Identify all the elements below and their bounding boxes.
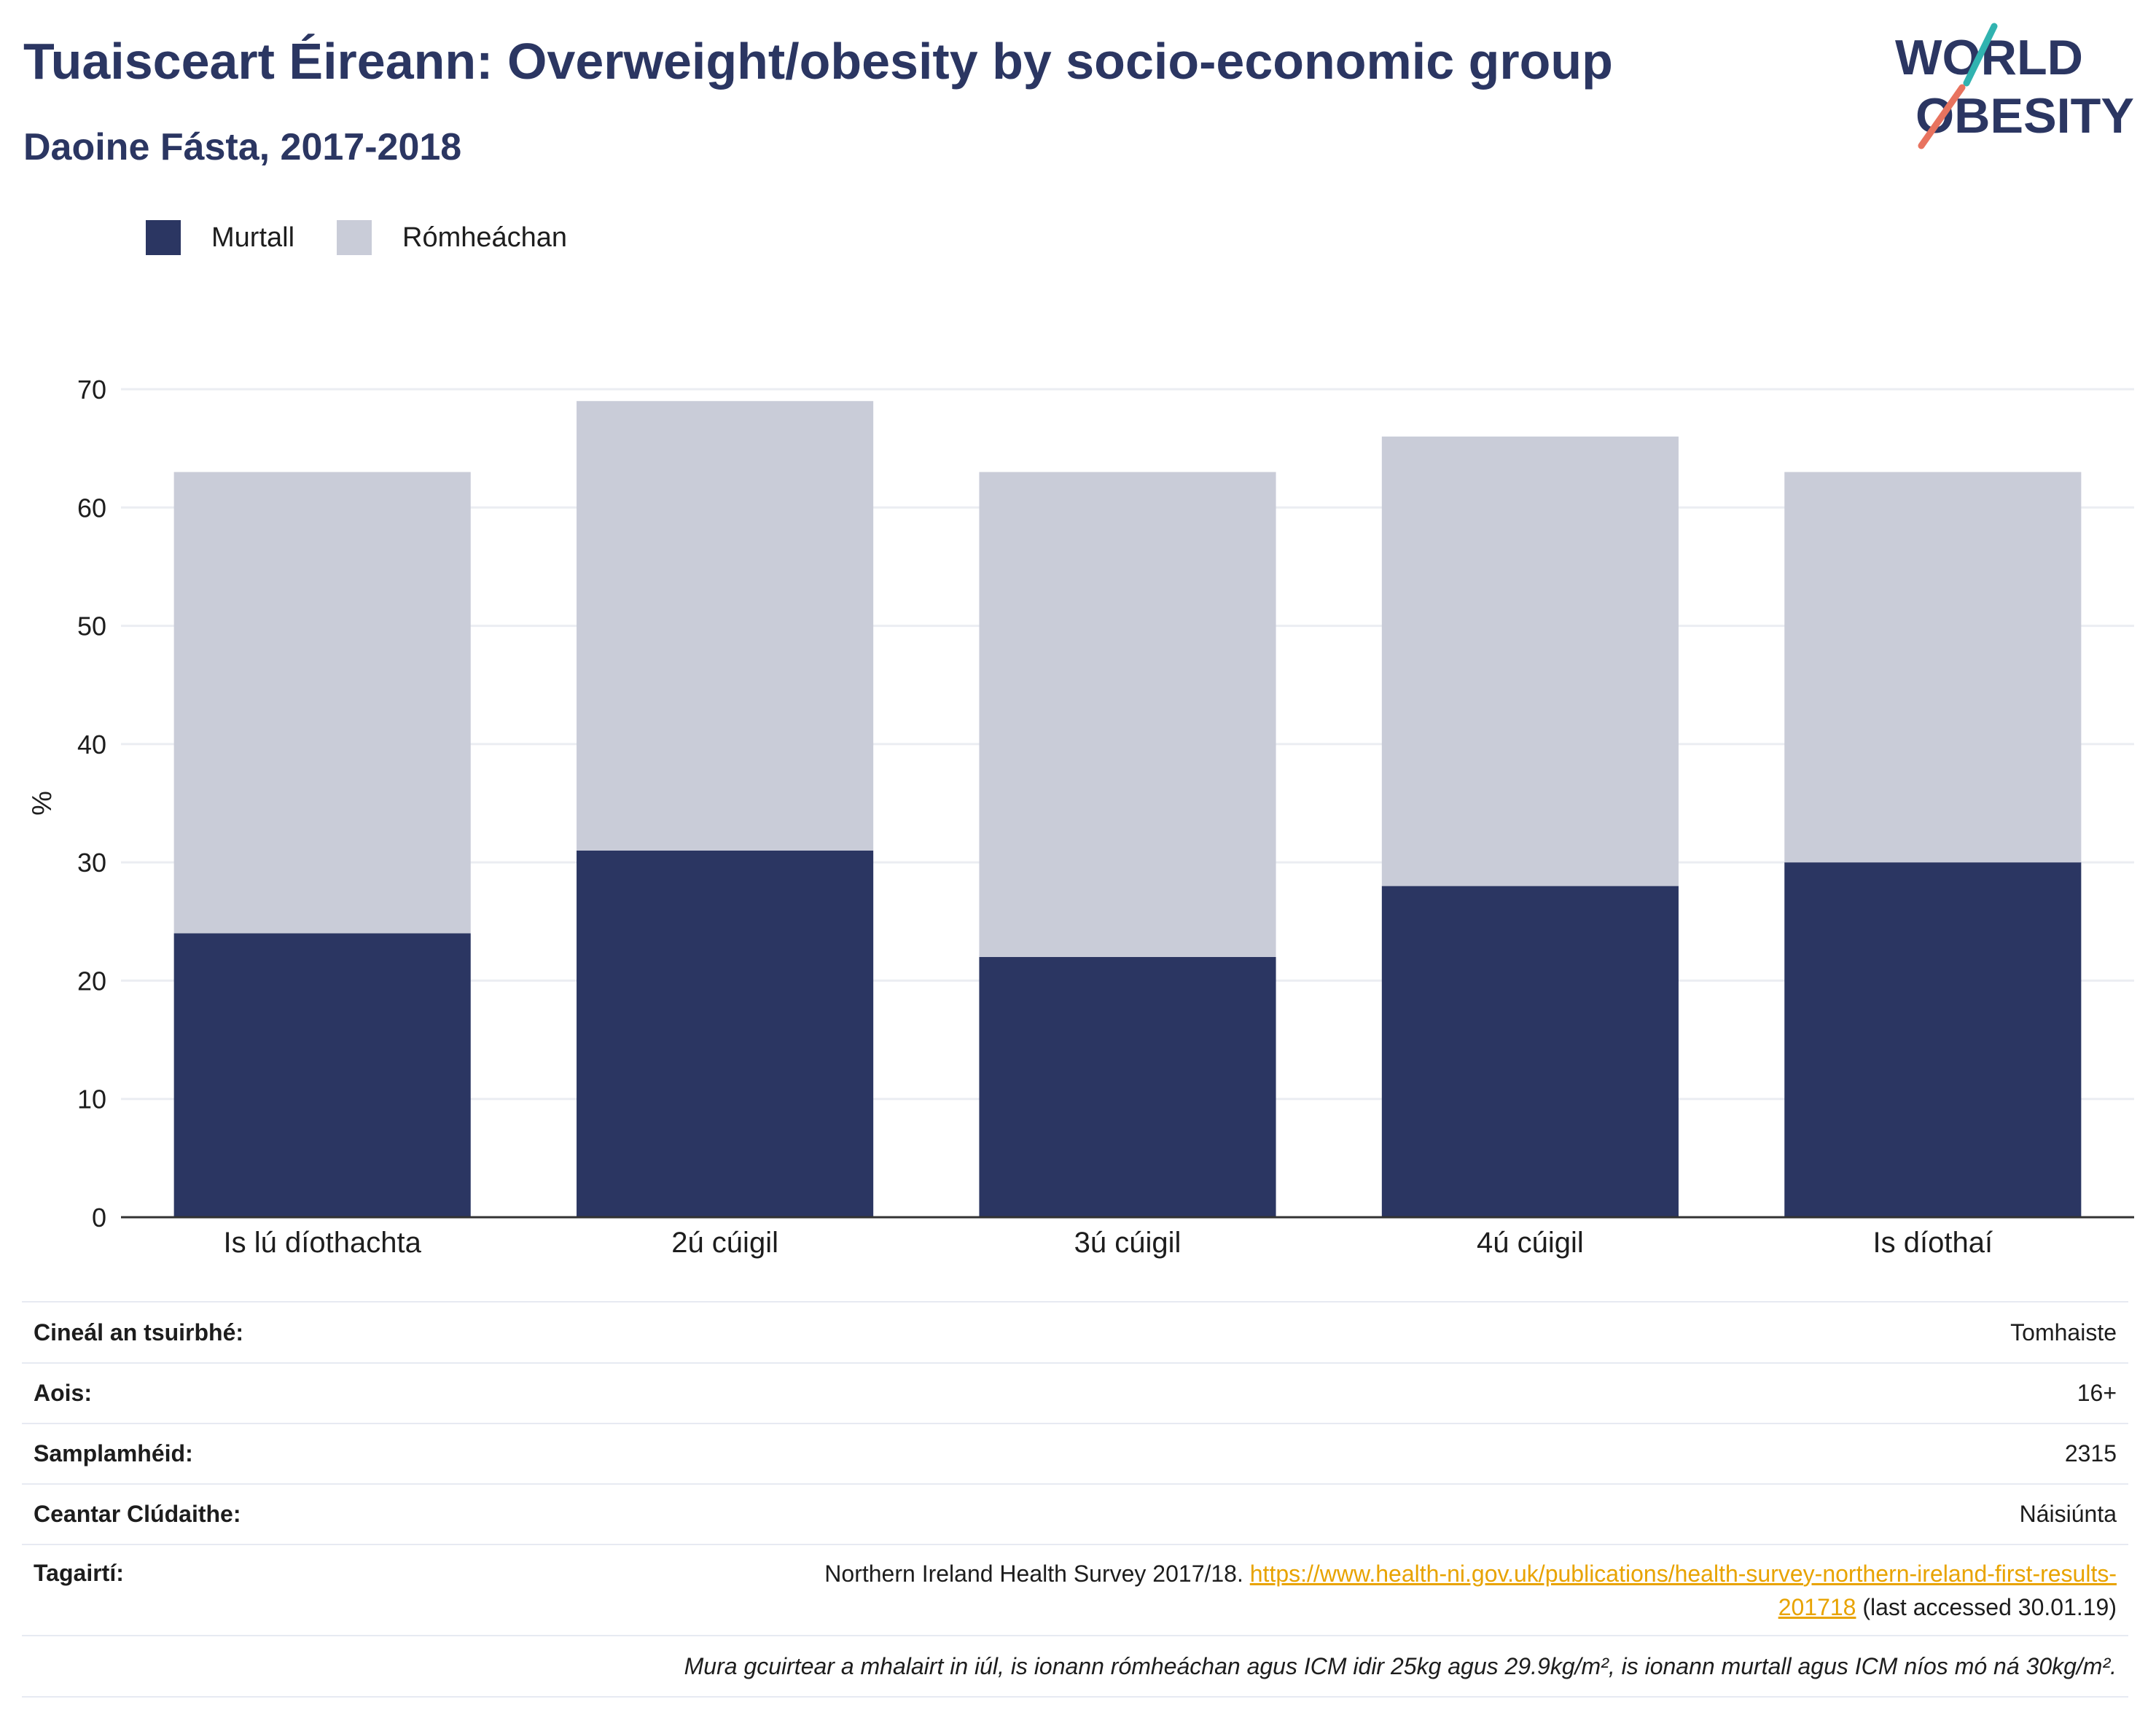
- info-row-note: Mura gcuirtear a mhalairt in iúl, is ion…: [22, 1635, 2128, 1698]
- legend-label-obese: Murtall: [211, 222, 295, 253]
- info-row-references: Tagairtí: Northern Ireland Health Survey…: [22, 1544, 2128, 1636]
- sample-size-value: 2315: [339, 1423, 2128, 1484]
- legend-item-overweight: Rómheáchan: [337, 216, 567, 259]
- references-suffix: (last accessed 30.01.19): [1862, 1593, 2117, 1620]
- references-link-cont[interactable]: 201718: [1778, 1593, 1856, 1620]
- x-tick-label: 2ú cúigil: [671, 1227, 778, 1259]
- y-tick-label: 40: [77, 730, 106, 759]
- info-row-area: Ceantar Clúdaithe: Náisiúnta: [22, 1483, 2128, 1544]
- legend-swatch-overweight: [337, 220, 372, 255]
- x-tick-label: 4ú cúigil: [1477, 1227, 1584, 1259]
- info-row-sample-size: Samplamhéid: 2315: [22, 1423, 2128, 1484]
- area-value: Náisiúnta: [339, 1483, 2128, 1544]
- bar-obese: [173, 933, 471, 1217]
- references-link[interactable]: https://www.health-ni.gov.uk/publication…: [1249, 1560, 2117, 1587]
- info-row-survey-type: Cineál an tsuirbhé: Tomhaiste: [22, 1301, 2128, 1363]
- y-tick-label: 60: [77, 493, 106, 523]
- bar-obese: [1381, 886, 1679, 1217]
- bar-obese: [979, 956, 1276, 1217]
- y-tick-label: 20: [77, 966, 106, 996]
- x-tick-label: 3ú cúigil: [1074, 1227, 1181, 1259]
- bar-overweight: [979, 472, 1276, 957]
- bar-overweight: [1381, 436, 1679, 886]
- x-tick-label: Is lú díothachta: [224, 1227, 422, 1259]
- area-label: Ceantar Clúdaithe:: [22, 1483, 340, 1544]
- stacked-bar-chart: 0 10 20 30 40 50 60 70% Is lú díothachta 2ú cúigi…: [27, 375, 2134, 1259]
- bar-obese: [1784, 862, 2082, 1217]
- references-line-2: 201718 (last accessed 30.01.19): [351, 1590, 2117, 1624]
- survey-type-value: Tomhaiste: [339, 1301, 2128, 1363]
- legend-swatch-obese: [146, 220, 181, 255]
- references-line-1: Northern Ireland Health Survey 2017/18. …: [351, 1557, 2117, 1590]
- age-value: 16+: [339, 1362, 2128, 1423]
- definition-note: Mura gcuirtear a mhalairt in iúl, is ion…: [22, 1635, 2128, 1698]
- page-title: Tuaisceart Éireann: Overweight/obesity b…: [23, 33, 1613, 90]
- bar-obese: [577, 850, 874, 1217]
- y-tick-label: 10: [77, 1085, 106, 1114]
- y-tick-label: 50: [77, 612, 106, 641]
- bar-overweight: [173, 472, 471, 934]
- references-label: Tagairtí:: [22, 1544, 340, 1636]
- y-axis-label: %: [27, 791, 58, 816]
- age-label: Aois:: [22, 1362, 340, 1423]
- references-value: Northern Ireland Health Survey 2017/18. …: [339, 1544, 2128, 1636]
- survey-type-label: Cineál an tsuirbhé:: [22, 1301, 340, 1363]
- bar-overweight: [1784, 472, 2082, 863]
- legend-label-overweight: Rómheáchan: [402, 222, 568, 253]
- bar-overweight: [577, 401, 874, 851]
- info-table: Cineál an tsuirbhé: Tomhaiste Aois: 16+ …: [22, 1301, 2128, 1698]
- y-tick-label: 70: [77, 375, 106, 405]
- info-row-age: Aois: 16+: [22, 1362, 2128, 1423]
- world-obesity-logo: WORLD OBESITY: [1895, 23, 2134, 149]
- x-tick-label: Is díothaí: [1873, 1227, 1993, 1259]
- y-tick-label: 30: [77, 848, 106, 878]
- y-tick-label: 0: [92, 1203, 106, 1233]
- sample-size-label: Samplamhéid:: [22, 1423, 340, 1484]
- references-text: Northern Ireland Health Survey 2017/18.: [824, 1560, 1243, 1587]
- page-subtitle: Daoine Fásta, 2017-2018: [23, 126, 462, 168]
- legend-item-obese: Murtall: [146, 216, 294, 259]
